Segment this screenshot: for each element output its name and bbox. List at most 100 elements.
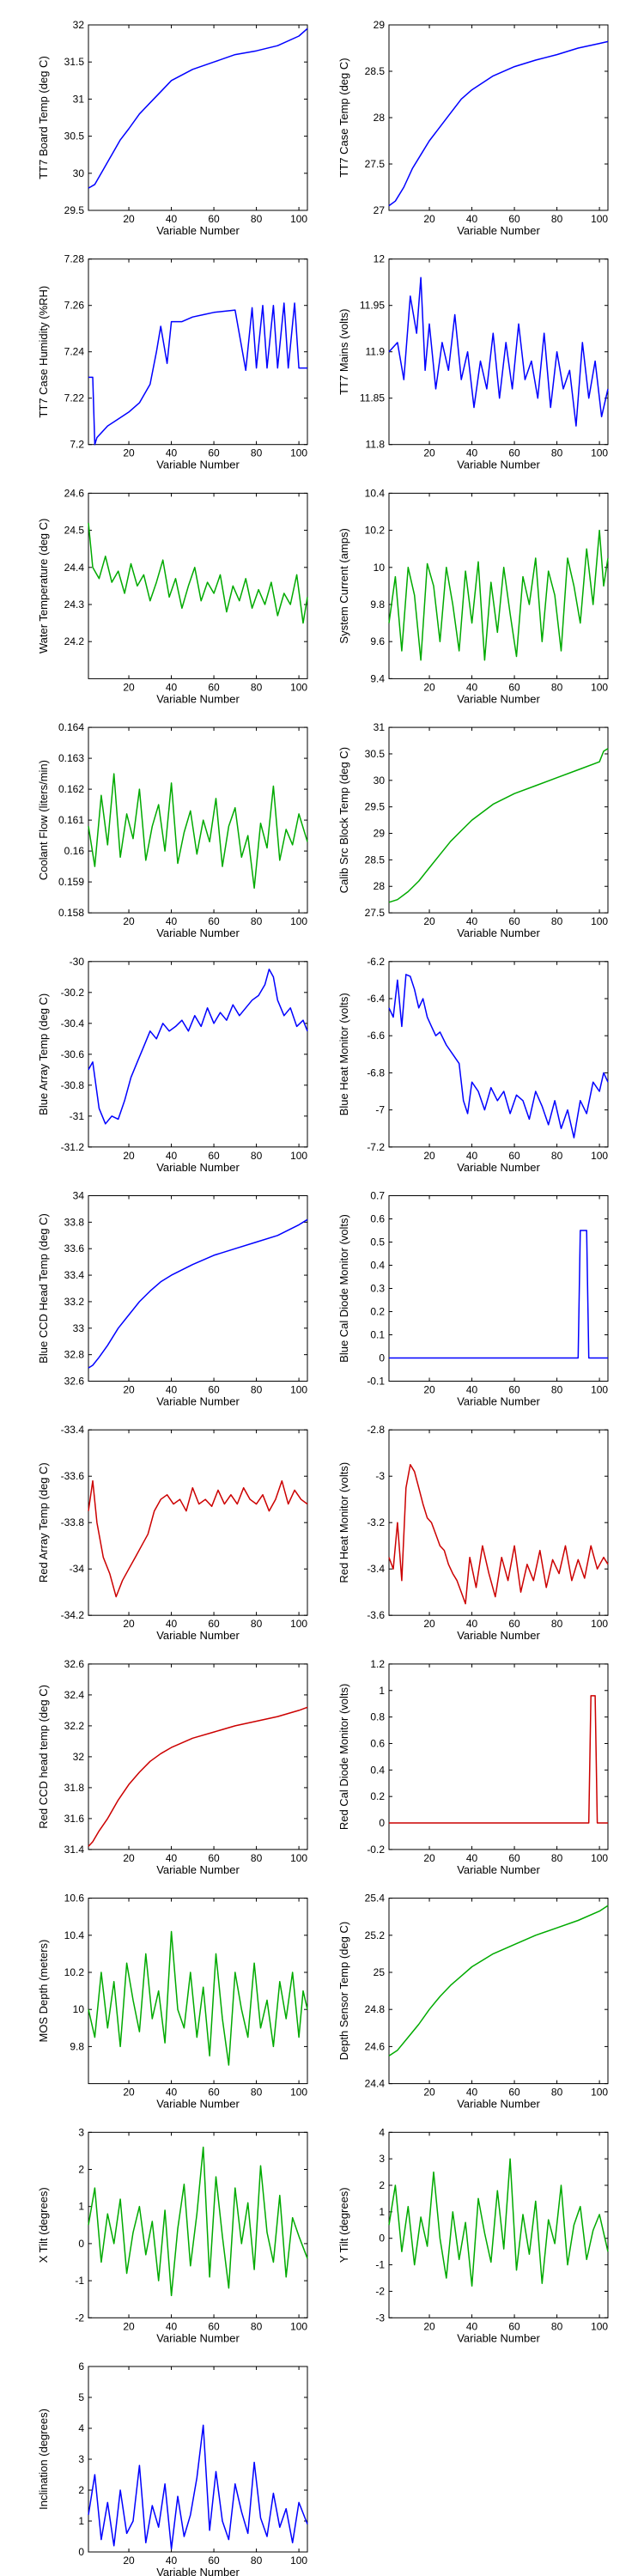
x-tick-label: 60 [508, 1150, 520, 1162]
x-tick-label: 80 [251, 2087, 263, 2099]
x-tick-label: 100 [290, 1384, 307, 1396]
x-tick-label: 40 [166, 213, 178, 225]
axes-box [388, 24, 609, 211]
x-tick-label: 20 [123, 213, 135, 225]
axes-box [388, 726, 609, 914]
y-tick-label: 25 [374, 1966, 386, 1978]
y-tick-label: 10.4 [365, 487, 386, 499]
x-tick-label: 60 [208, 213, 220, 225]
y-tick-label: -3 [375, 2312, 385, 2324]
y-tick-label: 27.5 [365, 158, 386, 170]
series-line [88, 522, 308, 624]
y-tick-label: -3.2 [367, 1516, 385, 1528]
y-tick-label: -34.2 [61, 1609, 85, 1621]
axes-box [388, 2131, 609, 2318]
x-axis-label: Variable Number [457, 459, 540, 471]
y-tick-label: 4 [78, 2422, 84, 2434]
y-tick-label: -0.2 [367, 1844, 385, 1856]
x-tick-label: 100 [290, 1150, 307, 1162]
y-tick-label: 10.6 [64, 1893, 85, 1905]
x-tick-label: 60 [208, 681, 220, 693]
y-tick-label: -6.2 [367, 956, 385, 968]
y-axis-label: System Current (amps) [337, 528, 350, 643]
series-line [388, 974, 609, 1139]
x-tick-label: 80 [551, 1150, 563, 1162]
y-tick-label: 0.8 [370, 1711, 385, 1723]
y-tick-label: 32 [73, 1751, 85, 1763]
y-tick-label: 24.6 [64, 487, 85, 499]
x-tick-label: 60 [508, 2087, 520, 2099]
series-line [388, 1463, 609, 1605]
y-axis-label: TT7 Case Humidity (%RH) [37, 286, 50, 418]
subplot: 20 40 60 80 100 27 27.5 28 28.5 29 Variable Number… [337, 19, 609, 237]
y-tick-label: 29.5 [365, 801, 386, 813]
x-tick-label: 40 [466, 915, 478, 927]
subplot: 20 40 60 80 100 -2 -1 0 1 2 3 Variable Number X Tilt… [37, 2126, 308, 2344]
y-axis-label: Blue Array Temp (deg C) [37, 993, 50, 1115]
y-tick-label: 29 [374, 19, 386, 31]
x-tick-label: 20 [123, 2320, 135, 2332]
y-tick-label: 11.85 [360, 392, 385, 404]
y-tick-label: -6.6 [367, 1030, 385, 1042]
y-tick-label: 7.2 [70, 439, 84, 451]
x-tick-label: 60 [508, 1384, 520, 1396]
series-line [88, 27, 308, 189]
x-tick-label: 60 [208, 2555, 220, 2567]
subplot: 20 40 60 80 100 11.8 11.85 11.9 11.95 12 Variable … [337, 253, 609, 471]
y-tick-label: -3.6 [367, 1609, 385, 1621]
y-tick-label: -30 [70, 956, 85, 968]
y-tick-label: 0.159 [58, 876, 84, 888]
y-tick-label: 0.6 [370, 1213, 385, 1225]
y-tick-label: -30.6 [61, 1048, 85, 1060]
y-tick-label: -33.4 [61, 1424, 85, 1436]
y-tick-label: 32.6 [64, 1376, 85, 1388]
y-tick-label: 24.4 [64, 562, 85, 574]
series-line [88, 1706, 308, 1847]
y-tick-label: 9.4 [370, 672, 385, 684]
x-axis-label: Variable Number [457, 692, 540, 705]
x-tick-label: 100 [591, 1618, 608, 1630]
y-tick-label: 9.8 [70, 2040, 84, 2052]
y-axis-label: Red Cal Diode Monitor (volts) [337, 1684, 350, 1831]
y-tick-label: -31.2 [61, 1141, 85, 1153]
y-tick-label: 0.3 [370, 1283, 385, 1295]
y-tick-label: 11.9 [366, 346, 386, 358]
series-line [388, 1905, 609, 2057]
x-tick-label: 60 [508, 2320, 520, 2332]
y-tick-label: 31 [73, 93, 85, 105]
series-line [88, 1479, 308, 1598]
y-tick-label: 4 [379, 2126, 385, 2138]
x-tick-label: 20 [423, 2087, 435, 2099]
y-axis-label: Calib Src Block Temp (deg C) [337, 747, 350, 893]
x-tick-label: 20 [423, 681, 435, 693]
x-tick-label: 20 [423, 447, 435, 459]
y-axis-label: Coolant Flow (liters/min) [37, 760, 50, 880]
x-tick-label: 60 [208, 1618, 220, 1630]
series-line [388, 2158, 609, 2287]
y-axis-label: TT7 Case Temp (deg C) [337, 58, 350, 177]
y-tick-label: -6.8 [367, 1066, 385, 1078]
x-tick-label: 40 [166, 1618, 178, 1630]
x-tick-label: 100 [290, 213, 307, 225]
x-tick-label: 100 [290, 681, 307, 693]
y-tick-label: 0.164 [58, 721, 84, 733]
x-tick-label: 40 [166, 681, 178, 693]
x-tick-label: 100 [591, 681, 608, 693]
axes-box [388, 1195, 609, 1382]
y-tick-label: -2.8 [367, 1424, 385, 1436]
x-tick-label: 60 [208, 915, 220, 927]
y-tick-label: -33.6 [61, 1470, 85, 1482]
y-tick-label: 29.5 [64, 204, 85, 216]
y-tick-label: 0 [78, 2546, 84, 2558]
axes-box [88, 2131, 308, 2318]
y-tick-label: 29 [374, 828, 386, 840]
axes-box [388, 258, 609, 446]
x-tick-label: 20 [123, 1852, 135, 1864]
series-line [88, 2146, 308, 2297]
x-axis-label: Variable Number [156, 1161, 240, 1174]
x-tick-label: 80 [251, 2320, 263, 2332]
y-tick-label: -2 [75, 2312, 84, 2324]
x-tick-label: 100 [591, 2087, 608, 2099]
y-tick-label: -33.8 [61, 1516, 85, 1528]
y-tick-label: 28 [374, 112, 386, 124]
